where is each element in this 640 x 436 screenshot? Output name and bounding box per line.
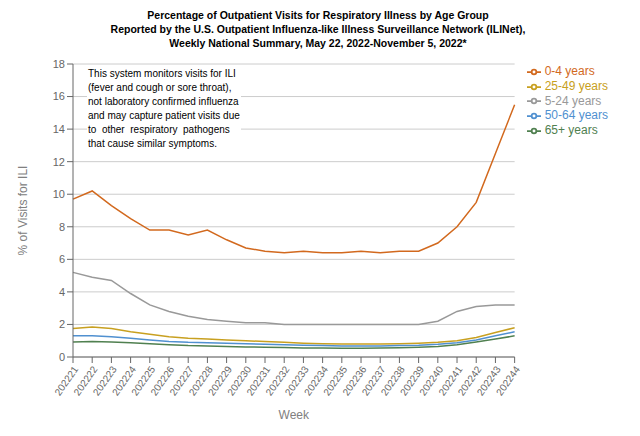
svg-text:2: 2 [59, 318, 65, 330]
svg-text:6: 6 [59, 253, 65, 265]
html-text:Weekly National Summary, May 2: Weekly National Summary, May 22, 2022-No… [169, 37, 467, 49]
svg-text:202227: 202227 [167, 363, 196, 398]
svg-text:202232: 202232 [263, 363, 292, 398]
svg-text:12: 12 [53, 156, 65, 168]
svg-text:202240: 202240 [417, 363, 446, 398]
svg-text:202243: 202243 [474, 363, 503, 398]
svg-text:202224: 202224 [109, 363, 139, 398]
svg-text:Week: Week [279, 408, 310, 422]
svg-text:202221: 202221 [52, 363, 81, 398]
svg-text:8: 8 [59, 221, 65, 233]
svg-text:% of Visits for ILI: % of Visits for ILI [16, 166, 30, 256]
svg-text:202237: 202237 [359, 363, 388, 398]
svg-text:202244: 202244 [494, 364, 522, 398]
svg-text:202222: 202222 [71, 363, 100, 398]
svg-text:202223: 202223 [90, 363, 119, 398]
html-text:This system monitors visits fo: This system monitors visits for ILI (fev… [88, 68, 240, 149]
svg-text:202239: 202239 [397, 363, 427, 398]
svg-text:202241: 202241 [436, 363, 465, 398]
html-text:Percentage of Outpatient Visit: Percentage of Outpatient Visits for Resp… [147, 9, 489, 21]
svg-text:202242: 202242 [455, 363, 484, 398]
svg-text:202226: 202226 [148, 363, 177, 398]
svg-text:202238: 202238 [378, 363, 407, 398]
svg-text:4: 4 [59, 286, 65, 298]
svg-text:10: 10 [53, 188, 65, 200]
svg-text:202234: 202234 [301, 363, 331, 398]
html-text:5-24 years: 5-24 years [544, 93, 602, 108]
html-text:50-64 years: 50-64 years [544, 108, 608, 123]
svg-text:202225: 202225 [129, 363, 158, 398]
svg-text:202229: 202229 [205, 363, 235, 398]
svg-text:202236: 202236 [340, 363, 369, 398]
svg-text:0: 0 [59, 351, 65, 363]
svg-text:202233: 202233 [282, 363, 311, 398]
html-text:Reported by the U.S. Outpatien: Reported by the U.S. Outpatient Influenz… [110, 23, 526, 35]
svg-text:202235: 202235 [321, 363, 350, 398]
html-text:0-4 years: 0-4 years [544, 64, 595, 78]
svg-text:202231: 202231 [244, 363, 273, 398]
svg-text:14: 14 [53, 123, 65, 135]
svg-text:16: 16 [53, 90, 65, 102]
html-text:25-49 years: 25-49 years [544, 78, 608, 93]
html-text:65+ years: 65+ years [544, 123, 598, 138]
svg-text:18: 18 [53, 58, 65, 70]
svg-text:202230: 202230 [225, 363, 254, 398]
svg-text:202228: 202228 [186, 363, 215, 398]
